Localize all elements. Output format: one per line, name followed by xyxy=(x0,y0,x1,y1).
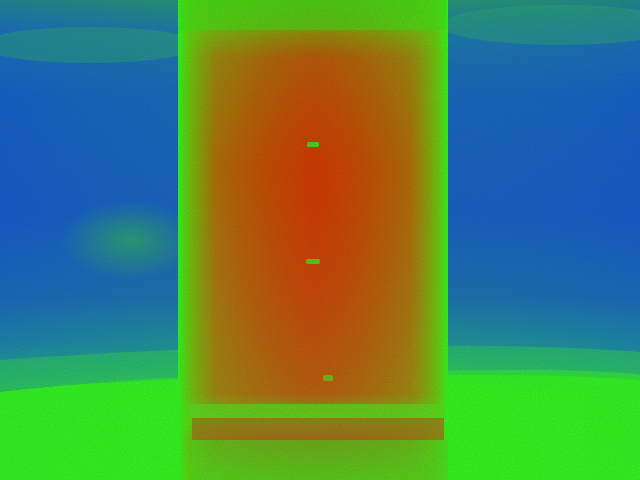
sensor-noise xyxy=(0,0,640,480)
thermal-image xyxy=(0,0,640,480)
thermal-image-frame xyxy=(0,0,640,480)
